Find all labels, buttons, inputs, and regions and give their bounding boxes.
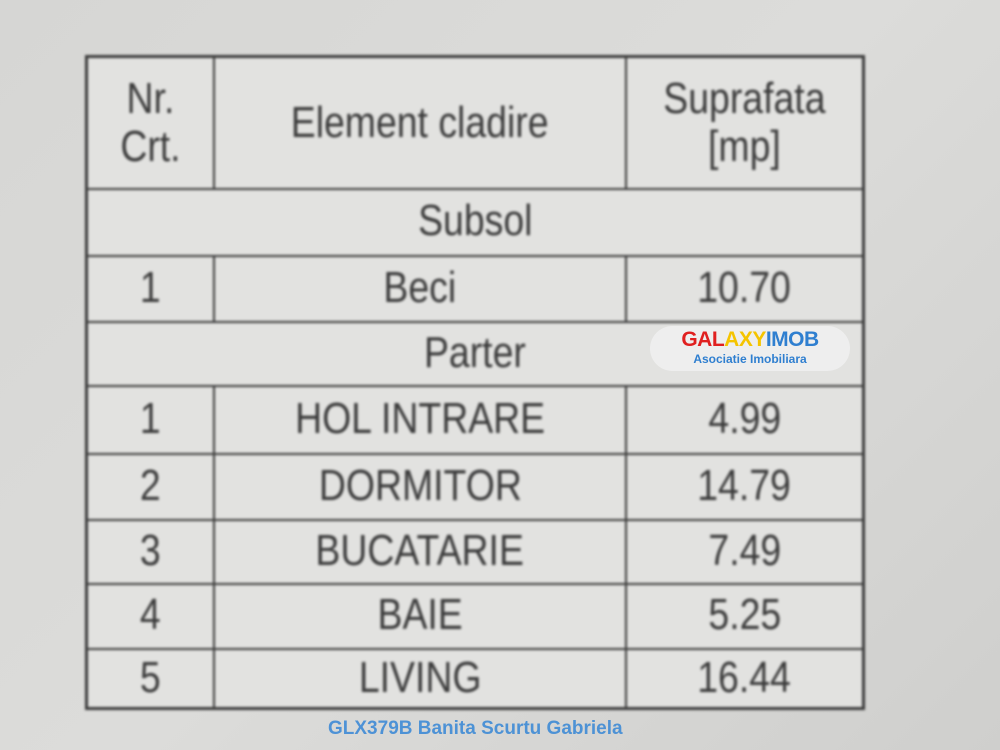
cell-area: 4.99	[708, 393, 781, 443]
cell-nr: 5	[140, 652, 161, 702]
cell-element: DORMITOR	[318, 460, 522, 510]
cell-element: BAIE	[377, 590, 463, 640]
table-row: 1 Beci 10.70	[88, 255, 862, 323]
table-row: 1 HOL INTRARE 4.99	[88, 385, 862, 455]
table-row: 3 BUCATARIE 7.49	[88, 519, 862, 585]
cell-nr: 1	[140, 262, 161, 312]
watermark-logo: GALAXYIMOB Asociatie Imobiliara	[650, 326, 850, 371]
cell-area: 16.44	[697, 652, 792, 702]
cell-nr: 1	[140, 393, 161, 443]
cell-area: 10.70	[697, 262, 792, 312]
logo-subtitle: Asociatie Imobiliara	[693, 352, 807, 366]
section-row: Subsol	[88, 188, 862, 257]
header-nr: Nr. Crt.	[120, 73, 181, 171]
section-row: Parter	[88, 321, 862, 387]
cell-element: BUCATARIE	[315, 525, 525, 575]
cell-element: Beci	[383, 262, 457, 312]
header-area: Suprafata [mp]	[663, 73, 826, 171]
cell-area: 7.49	[708, 525, 781, 575]
cell-element: HOL INTRARE	[294, 393, 546, 443]
cell-nr: 4	[140, 590, 161, 640]
cell-nr: 3	[140, 525, 161, 575]
watermark-agent: GLX379B Banita Scurtu Gabriela	[328, 718, 623, 739]
header-row: Nr. Crt. Element cladire Suprafata [mp]	[88, 58, 862, 190]
room-area-table: Nr. Crt. Element cladire Suprafata [mp] …	[85, 55, 865, 710]
table-row: 2 DORMITOR 14.79	[88, 453, 862, 521]
cell-area: 5.25	[708, 590, 781, 640]
cell-element: LIVING	[358, 652, 482, 702]
section-title: Parter	[424, 327, 526, 377]
table-row: 5 LIVING 16.44	[88, 648, 862, 708]
header-element: Element cladire	[291, 97, 549, 147]
table-row: 4 BAIE 5.25	[88, 583, 862, 650]
cell-area: 14.79	[697, 460, 792, 510]
section-title: Subsol	[417, 196, 533, 246]
cell-nr: 2	[140, 460, 161, 510]
logo-text: GALAXYIMOB	[681, 328, 819, 351]
